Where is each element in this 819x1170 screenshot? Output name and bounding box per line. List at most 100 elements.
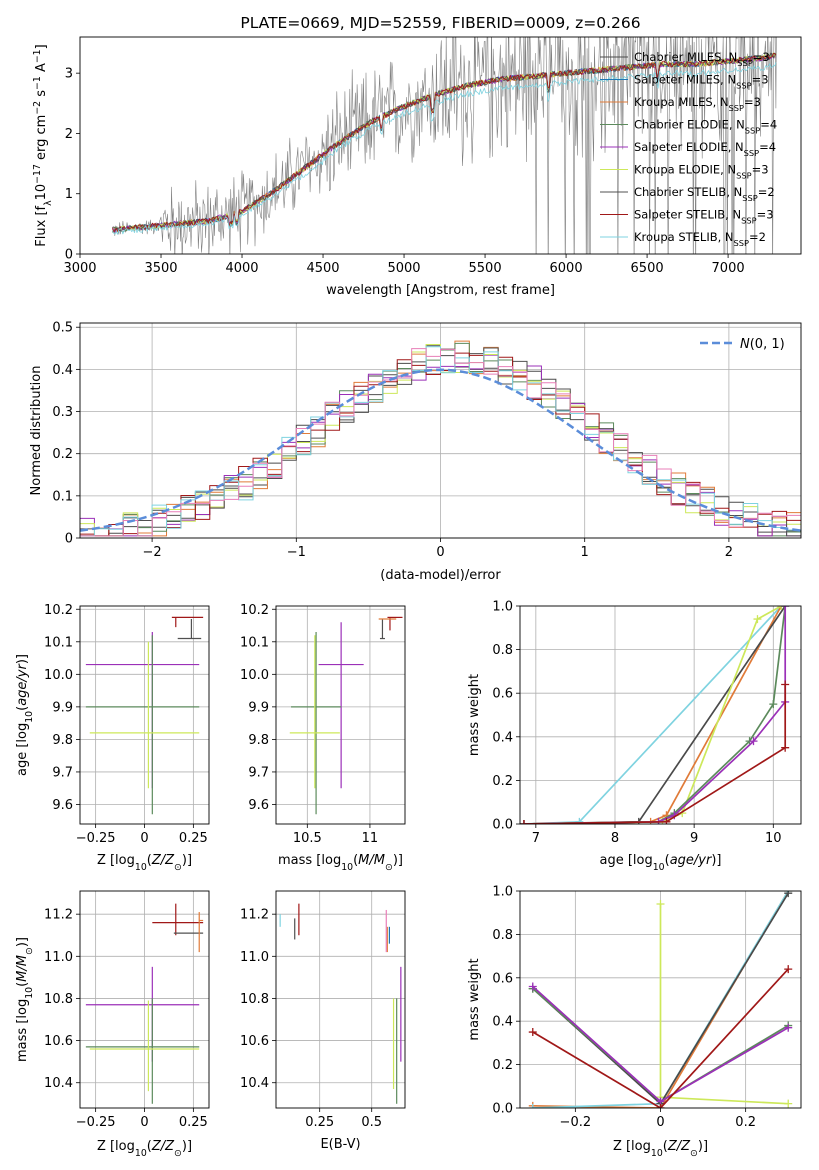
y-tick-label: 0.2 [492, 1058, 513, 1073]
x-axis-label: wavelength [Angstrom, rest frame] [326, 283, 555, 298]
y-axis-label: mass [log10(M/M⊙)] [15, 937, 35, 1062]
histogram-kroupa-stelib [80, 346, 801, 537]
figure-title: PLATE=0669, MJD=52559, FIBERID=0009, z=0… [240, 14, 640, 32]
y-tick-label: 0.6 [492, 971, 513, 986]
y-tick-label: 2 [65, 127, 73, 142]
y-tick-label: 0 [65, 532, 73, 547]
marker-plus [753, 615, 762, 624]
data-point [198, 912, 204, 953]
axes-spectrum: 3000 3500 4000 4500 5000 5500 6000 6500 7000 0 1 2 3 [63, 67, 744, 276]
y-tick-label: 10.8 [44, 992, 73, 1007]
lines-cum_mass_vs_Z [528, 891, 793, 1108]
x-tick-label: 8 [611, 831, 619, 846]
y-tick-label: 0.2 [52, 447, 73, 462]
model-chabrier-stelib [112, 52, 777, 232]
y-tick-label: 0.3 [52, 405, 73, 420]
x-axis-label: E(B-V) [320, 1137, 360, 1152]
y-tick-label: 10.2 [240, 603, 269, 618]
errorbars-mass_vs_EBV [279, 903, 402, 1104]
legend-label: Kroupa MILES, NSSP=3 [634, 95, 761, 113]
x-tick-label: 0.25 [305, 1115, 334, 1130]
marker-plus [781, 743, 790, 752]
axes-age_vs_mass: 10.5 11 9.6 9.7 9.8 9.9 10.0 10.1 10.2 [240, 603, 405, 846]
errorbars-mass_vs_Z [85, 903, 204, 1104]
y-tick-label: 11.2 [44, 908, 73, 923]
x-tick-label: 10 [765, 831, 782, 846]
data-point [318, 622, 364, 789]
y-axis-label: mass weight [467, 958, 482, 1040]
series-kroupa-elodie [523, 606, 782, 824]
marker-plus [656, 900, 665, 909]
marker-plus [781, 680, 790, 689]
y-tick-label: 9.7 [248, 765, 269, 780]
y-tick-label: 0.6 [492, 687, 513, 702]
x-tick-label: 5000 [387, 261, 420, 276]
x-axis-label: Z [log10(Z/Z⊙)] [97, 1139, 192, 1159]
legend-label: Chabrier STELIB, NSSP=2 [634, 185, 775, 203]
series-kroupa-miles [523, 606, 782, 824]
marker-plus [528, 982, 537, 991]
y-tick-label: 0.0 [492, 1102, 513, 1117]
x-tick-label: −0.25 [76, 831, 116, 846]
y-tick-label: 0.5 [52, 321, 73, 336]
y-tick-label: 10.0 [240, 668, 269, 683]
data-point [291, 632, 342, 815]
data-point [379, 619, 385, 640]
x-tick-label: 7000 [712, 261, 745, 276]
x-tick-label: 0.2 [735, 1115, 756, 1130]
gaussian-curve [80, 368, 801, 532]
marker-plus [528, 1028, 537, 1037]
y-tick-label: 10.1 [240, 635, 269, 650]
x-tick-label: −2 [143, 545, 162, 560]
axes-mass_vs_EBV: 0.25 0.5 10.4 10.6 10.8 11.0 11.2 [240, 891, 405, 1130]
legend-gaussian: N(0, 1) [700, 337, 785, 352]
x-tick-label: 9 [690, 831, 698, 846]
marker-plus [784, 965, 793, 974]
y-tick-label: 0.1 [52, 489, 73, 504]
data-point [152, 903, 204, 936]
marker-plus [520, 820, 528, 824]
axes-frame [79, 36, 802, 255]
x-axis-label: (data-model)/error [380, 568, 501, 583]
y-tick-label: 9.8 [248, 733, 269, 748]
x-tick-label: 2 [725, 545, 733, 560]
x-tick-label: 6000 [550, 261, 583, 276]
y-tick-label: 0.4 [52, 363, 73, 378]
y-tick-label: 10.4 [240, 1076, 269, 1091]
x-axis-label: Z [log10(Z/Z⊙)] [613, 1139, 708, 1159]
y-tick-label: 1.0 [492, 885, 513, 900]
x-tick-label: 4500 [306, 261, 339, 276]
legend-label: Kroupa STELIB, NSSP=2 [634, 230, 766, 248]
y-tick-label: 9.8 [52, 733, 73, 748]
legend-label: Chabrier MILES, NSSP=3 [634, 50, 770, 68]
axes-frame [79, 890, 210, 1109]
y-tick-label: 0 [65, 248, 73, 263]
axes-frame [275, 890, 406, 1109]
histogram-pink [80, 348, 801, 537]
x-tick-label: 0.25 [179, 1115, 208, 1130]
legend-label: Salpeter ELODIE, NSSP=4 [634, 140, 776, 158]
x-tick-label: 0 [140, 831, 148, 846]
x-tick-label: 0 [140, 1115, 148, 1130]
observed-spectrum [112, 37, 777, 254]
x-tick-label: −0.25 [76, 1115, 116, 1130]
legend-label: N(0, 1) [740, 337, 785, 352]
x-tick-label: 0 [436, 545, 444, 560]
y-tick-label: 10.0 [44, 668, 73, 683]
x-tick-label: 6500 [631, 261, 664, 276]
y-tick-label: 10.1 [44, 635, 73, 650]
x-tick-label: 7 [532, 831, 540, 846]
series-salpeter-elodie [523, 606, 787, 824]
y-axis-label: age [log10(age/yr)] [15, 654, 35, 776]
y-tick-label: 11.0 [240, 950, 269, 965]
y-axis-label: mass weight [467, 674, 482, 756]
y-tick-label: 10.6 [240, 1034, 269, 1049]
x-tick-label: 10.5 [293, 831, 322, 846]
y-tick-label: 0.0 [492, 818, 513, 833]
series-chabrier-elodie [523, 606, 787, 824]
y-tick-label: 1.0 [492, 600, 513, 615]
y-tick-label: 9.6 [52, 798, 73, 813]
x-tick-label: 0.5 [361, 1115, 382, 1130]
axes-age_vs_Z: −0.25 0 0.25 9.6 9.7 9.8 9.9 10.0 10.1 10.2 [44, 603, 209, 846]
x-tick-label: −1 [287, 545, 306, 560]
